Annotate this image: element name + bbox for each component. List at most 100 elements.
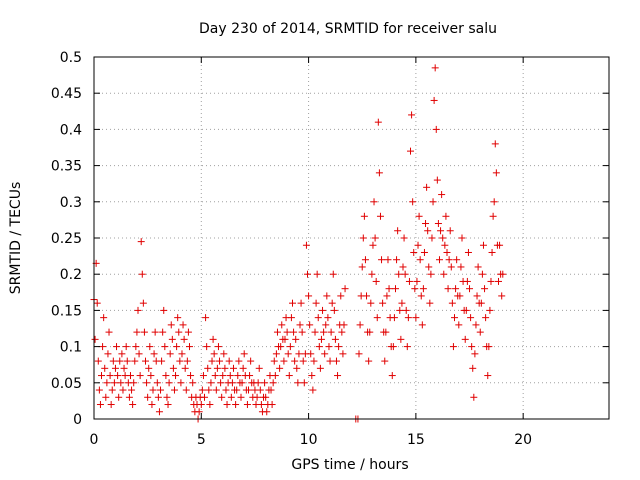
data-point bbox=[102, 393, 110, 401]
data-point bbox=[101, 364, 109, 372]
data-point bbox=[218, 393, 226, 401]
data-point bbox=[393, 256, 401, 264]
data-point bbox=[147, 372, 155, 380]
data-point bbox=[295, 350, 303, 358]
data-point bbox=[104, 350, 112, 358]
data-point bbox=[476, 328, 484, 336]
data-point bbox=[308, 372, 316, 380]
data-point bbox=[161, 343, 169, 351]
data-point bbox=[291, 357, 299, 365]
data-point bbox=[368, 270, 376, 278]
data-point bbox=[119, 386, 127, 394]
data-point bbox=[106, 372, 114, 380]
data-point bbox=[379, 299, 387, 307]
data-point bbox=[209, 335, 217, 343]
data-point bbox=[157, 386, 165, 394]
data-point bbox=[179, 321, 187, 329]
data-point bbox=[385, 285, 393, 293]
data-point bbox=[468, 343, 476, 351]
data-point bbox=[330, 306, 338, 314]
data-point bbox=[410, 248, 418, 256]
data-point bbox=[217, 379, 225, 387]
data-point bbox=[143, 379, 151, 387]
x-tick-label: 0 bbox=[90, 432, 99, 448]
data-point bbox=[132, 343, 140, 351]
data-point bbox=[150, 350, 158, 358]
data-point bbox=[478, 270, 486, 278]
grid-lines bbox=[94, 57, 609, 419]
data-point bbox=[201, 393, 209, 401]
data-point bbox=[207, 379, 215, 387]
data-point bbox=[390, 314, 398, 322]
data-point bbox=[477, 299, 485, 307]
data-point bbox=[434, 220, 442, 228]
data-point bbox=[172, 372, 180, 380]
data-point bbox=[481, 285, 489, 293]
data-point bbox=[355, 350, 363, 358]
data-point bbox=[253, 393, 261, 401]
data-point bbox=[130, 379, 138, 387]
data-point bbox=[245, 386, 252, 394]
data-point bbox=[93, 299, 101, 307]
data-point bbox=[373, 314, 381, 322]
data-point bbox=[430, 96, 438, 104]
data-point bbox=[280, 357, 288, 365]
data-point bbox=[378, 256, 386, 264]
data-point bbox=[446, 227, 454, 235]
data-point bbox=[165, 379, 173, 387]
data-point bbox=[479, 241, 487, 249]
data-point bbox=[140, 328, 148, 336]
data-point bbox=[451, 314, 458, 322]
data-point bbox=[126, 372, 134, 380]
data-point bbox=[404, 314, 412, 322]
data-point bbox=[496, 241, 504, 249]
data-point bbox=[409, 198, 417, 206]
data-point bbox=[95, 386, 103, 394]
data-point bbox=[337, 292, 345, 300]
data-point bbox=[216, 357, 224, 365]
data-point bbox=[128, 386, 136, 394]
data-point bbox=[442, 212, 450, 220]
data-point bbox=[114, 372, 122, 380]
data-point bbox=[173, 343, 181, 351]
data-point bbox=[286, 343, 294, 351]
data-point bbox=[202, 314, 210, 322]
data-point bbox=[123, 357, 131, 365]
data-point bbox=[469, 364, 477, 372]
data-point bbox=[397, 335, 405, 343]
data-point bbox=[332, 357, 340, 365]
data-point bbox=[293, 364, 301, 372]
data-point bbox=[237, 393, 245, 401]
data-point bbox=[402, 306, 410, 314]
data-point bbox=[417, 292, 425, 300]
data-point bbox=[206, 401, 214, 409]
data-point bbox=[255, 364, 263, 372]
data-point bbox=[413, 277, 421, 285]
data-point bbox=[321, 350, 329, 358]
axis-ticks bbox=[93, 56, 609, 420]
data-point bbox=[226, 372, 234, 380]
data-point bbox=[310, 357, 318, 365]
data-point bbox=[181, 364, 189, 372]
data-point bbox=[447, 263, 455, 271]
data-point bbox=[168, 335, 176, 343]
data-point bbox=[164, 401, 172, 409]
plot-frame bbox=[93, 56, 610, 420]
data-point bbox=[472, 321, 480, 329]
data-point bbox=[138, 270, 146, 278]
data-point bbox=[162, 372, 170, 380]
data-point bbox=[309, 386, 317, 394]
data-point bbox=[169, 364, 177, 372]
data-point bbox=[243, 401, 251, 409]
data-point bbox=[276, 364, 284, 372]
data-point bbox=[317, 335, 325, 343]
data-point bbox=[294, 379, 302, 387]
data-point bbox=[158, 357, 166, 365]
data-point bbox=[221, 364, 229, 372]
data-point bbox=[131, 357, 139, 365]
data-point bbox=[325, 343, 333, 351]
x-tick-label: 10 bbox=[300, 432, 318, 448]
data-point bbox=[400, 234, 408, 242]
data-point bbox=[407, 147, 415, 155]
